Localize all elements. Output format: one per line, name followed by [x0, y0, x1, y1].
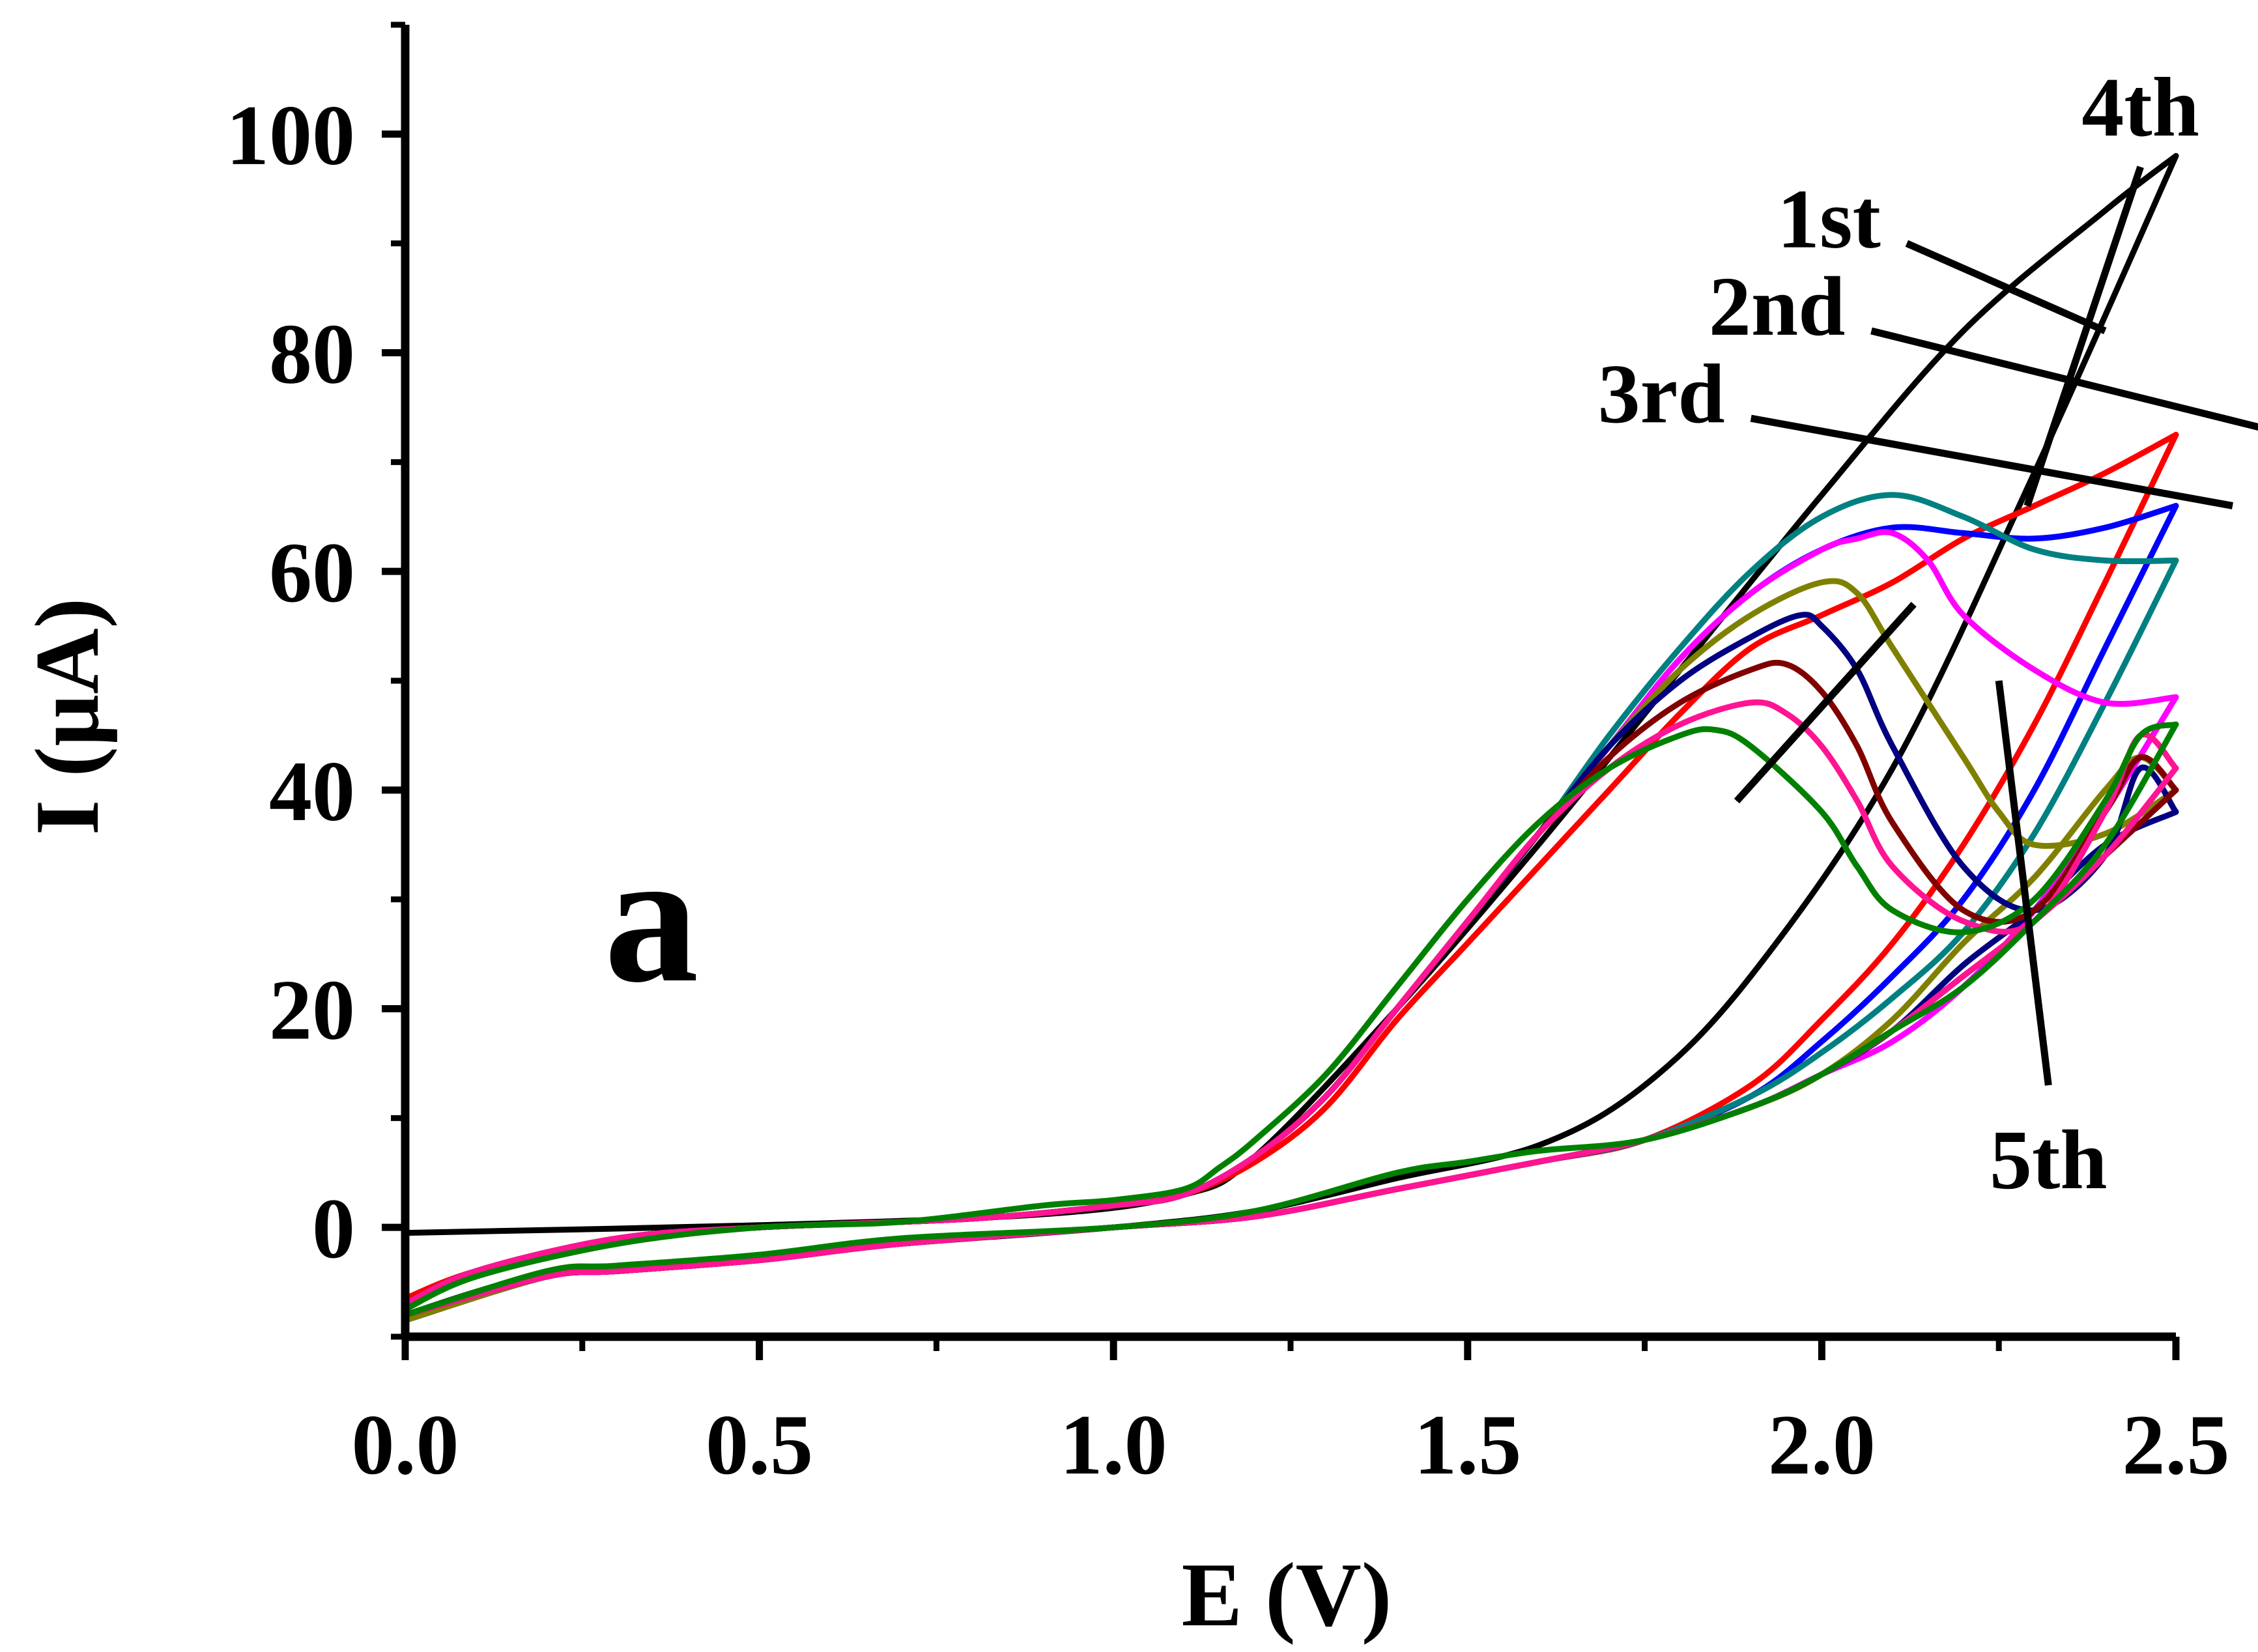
series-1-forward-scan [402, 152, 2179, 1236]
annotation-label-5th: 5th [1990, 1113, 2108, 1207]
series-layer [402, 152, 2179, 1324]
annotation-arrow [1750, 414, 2233, 509]
x-tick-label: 1.0 [1060, 1397, 1167, 1492]
series-10 [402, 721, 2179, 1318]
x-tick-label: 0.5 [706, 1397, 813, 1492]
series-10-reverse-scan [402, 721, 2179, 1318]
x-tick-label: 1.5 [1414, 1397, 1521, 1492]
annotation-label-3rd: 3rd [1598, 347, 1725, 441]
y-axis-label: I (µA) [17, 598, 118, 836]
annotation-arrow [2023, 165, 2144, 507]
panel-label: a [605, 812, 699, 1021]
series-9-reverse-scan [402, 765, 2179, 1318]
y-tick-label: 20 [269, 962, 355, 1058]
x-tick-label: 2.0 [1768, 1397, 1876, 1492]
y-tick-label: 40 [269, 743, 355, 839]
annotation-arrow [1905, 240, 2107, 334]
y-tick-label: 60 [269, 524, 355, 620]
annotation-arrow [1870, 327, 2258, 431]
annotation-label-4th: 4th [2081, 61, 2199, 154]
x-tick-label: 2.5 [2122, 1397, 2230, 1492]
annotation-arrow [1995, 680, 2052, 1086]
ticks: 0.0 0.5 1.0 1.5 2.0 2.5 0 20 40 60 80 100 [226, 21, 2230, 1492]
x-tick-label: 0.0 [352, 1397, 459, 1492]
y-tick-label: 100 [226, 87, 355, 183]
annotation-arrow [1734, 601, 1917, 804]
y-tick-label: 0 [312, 1180, 355, 1276]
annotation-label-2nd: 2nd [1709, 260, 1846, 354]
annotation-label-1st: 1st [1777, 173, 1881, 266]
y-tick-label: 80 [269, 306, 355, 402]
x-axis-label: E (V) [1182, 1545, 1392, 1645]
series-10-forward-scan [402, 721, 2179, 1313]
